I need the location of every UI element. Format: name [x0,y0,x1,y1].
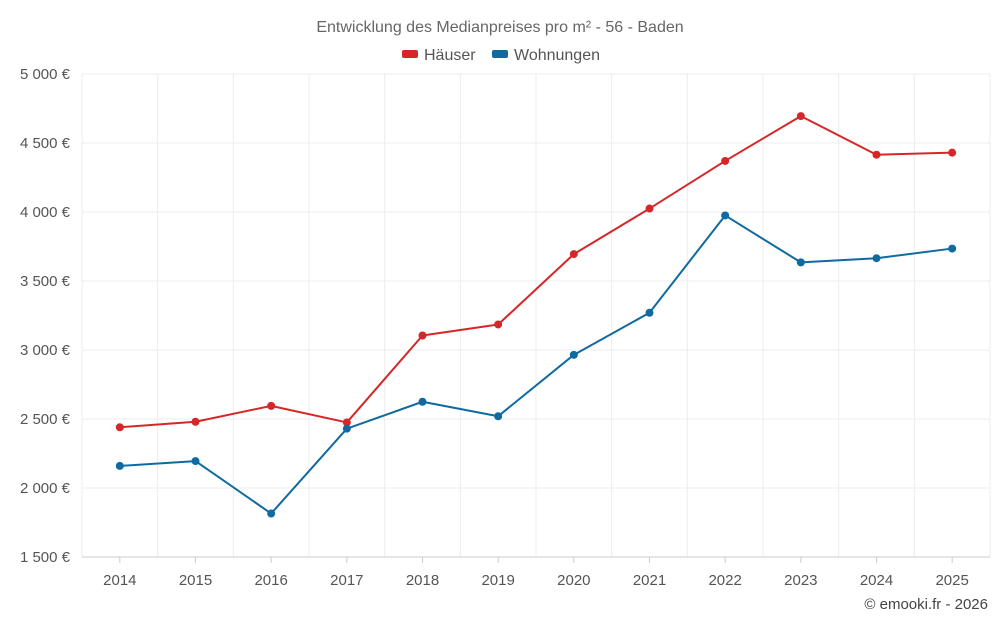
data-point-h-user[interactable] [494,320,503,329]
data-point-wohnungen[interactable] [115,461,124,470]
data-point-wohnungen[interactable] [721,211,730,220]
x-tick-label: 2014 [103,572,136,589]
data-point-wohnungen[interactable] [645,308,654,317]
data-point-wohnungen[interactable] [342,424,351,433]
data-point-h-user[interactable] [115,423,124,432]
legend-swatch [492,50,508,58]
y-tick-label: 1 500 € [20,549,71,566]
data-point-wohnungen[interactable] [872,254,881,263]
x-tick-label: 2024 [860,572,893,589]
y-tick-label: 3 000 € [20,342,71,359]
y-tick-label: 2 000 € [20,480,71,497]
x-tick-label: 2018 [406,572,439,589]
y-tick-label: 3 500 € [20,273,71,290]
data-point-wohnungen[interactable] [267,509,276,518]
data-point-wohnungen[interactable] [569,350,578,359]
data-point-h-user[interactable] [948,148,957,157]
y-tick-label: 2 500 € [20,411,71,428]
data-point-h-user[interactable] [342,418,351,427]
x-tick-label: 2022 [708,572,741,589]
data-point-h-user[interactable] [645,204,654,213]
data-point-h-user[interactable] [418,331,427,340]
data-point-wohnungen[interactable] [796,258,805,267]
series-line-h-user [119,115,953,429]
y-axis: 5 000 € 4 500 € 4 000 € 3 500 € 3 000 € 2 500… [20,66,71,566]
legend-item[interactable]: Häuser [402,47,476,64]
data-point-h-user[interactable] [721,156,730,165]
series-layer [115,112,957,518]
y-tick-label: 5 000 € [20,66,71,83]
x-tick-label: 2023 [784,572,817,589]
data-point-h-user[interactable] [796,112,805,121]
data-point-h-user[interactable] [872,150,881,159]
x-tick-label: 2019 [481,572,514,589]
legend-label: Häuser [424,47,476,64]
data-point-wohnungen[interactable] [191,457,200,466]
data-point-h-user[interactable] [267,401,276,410]
chart-title: Entwicklung des Medianpreises pro m² - 5… [316,19,683,36]
data-point-wohnungen[interactable] [494,412,503,421]
x-tick-label: 2021 [633,572,666,589]
data-point-wohnungen[interactable] [948,244,957,253]
legend-item[interactable]: Wohnungen [492,47,600,64]
x-tick-label: 2017 [330,572,363,589]
x-tick-label: 2020 [557,572,590,589]
x-tick-label: 2015 [179,572,212,589]
grid [81,73,991,558]
data-point-h-user[interactable] [191,417,200,426]
data-point-h-user[interactable] [569,250,578,259]
y-tick-label: 4 000 € [20,204,71,221]
x-tick-label: 2016 [254,572,287,589]
series-line-wohnungen [119,214,953,515]
x-axis: 2014 2015 2016 2017 2018 2019 2020 2021 2022 2023… [82,556,990,589]
legend: Häuser Wohnungen [402,47,600,64]
y-tick-label: 4 500 € [20,135,71,152]
data-point-wohnungen[interactable] [418,397,427,406]
legend-swatch [402,50,418,58]
legend-label: Wohnungen [514,47,600,64]
credit-text: © emooki.fr - 2026 [864,596,988,613]
x-tick-label: 2025 [935,572,968,589]
